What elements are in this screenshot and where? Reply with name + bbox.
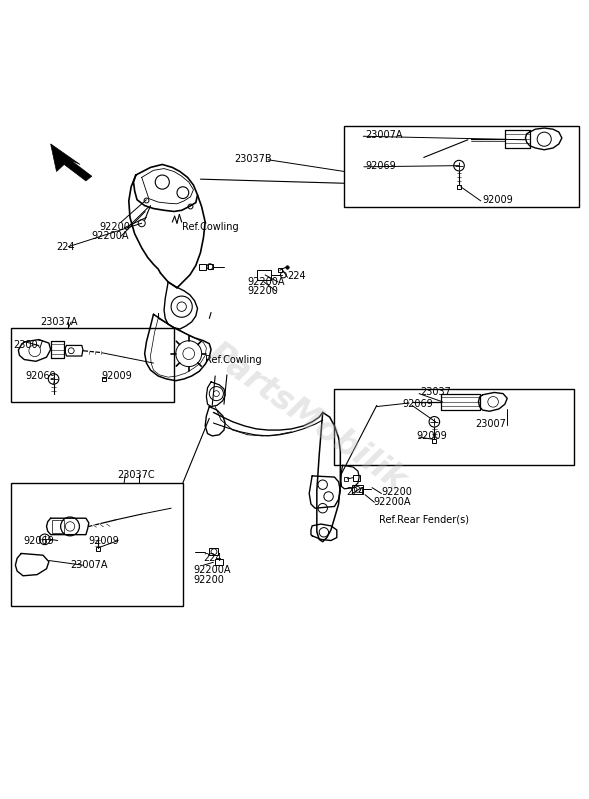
Text: 92009: 92009 [89,535,120,546]
Text: 23037: 23037 [420,388,451,397]
Text: Ref.Cowling: Ref.Cowling [205,355,262,364]
Text: PartsMobilik: PartsMobilik [201,336,412,498]
Bar [353,475,360,480]
Text: 92069: 92069 [365,161,396,171]
Text: Ref.Rear Fender(s): Ref.Rear Fender(s) [379,515,468,525]
Text: 92009: 92009 [417,431,448,441]
Bar [207,264,213,269]
Text: 92009: 92009 [102,371,133,381]
Polygon shape [51,144,92,181]
Text: 23037B: 23037B [234,153,272,164]
Bar [215,559,223,565]
Text: 224: 224 [203,553,222,563]
Bar [257,270,271,280]
Text: 92069: 92069 [403,400,434,409]
Text: 92200: 92200 [193,575,224,586]
Text: 92200A: 92200A [247,277,285,287]
Text: 23007A: 23007A [70,560,108,570]
Bar [11,483,183,606]
Text: 23007A: 23007A [365,130,402,140]
Text: 92200A: 92200A [92,231,129,241]
Text: 23037A: 23037A [41,317,78,327]
Text: 92200A: 92200A [374,497,411,507]
Bar [209,548,218,555]
Text: 92200: 92200 [382,487,412,497]
Bar [335,389,574,465]
Text: 92069: 92069 [25,371,56,381]
Text: 23007: 23007 [14,340,45,351]
Text: 92009: 92009 [482,195,513,205]
Text: Ref.Cowling: Ref.Cowling [181,222,239,233]
Bar [345,126,580,207]
Text: 224: 224 [346,487,365,497]
Text: 23007: 23007 [475,419,507,429]
Text: 224: 224 [287,271,306,281]
Bar [11,328,174,403]
Bar [352,485,363,494]
Text: 92200: 92200 [247,286,279,296]
Text: 23037C: 23037C [117,470,155,479]
Text: 92200: 92200 [100,222,130,233]
Bar [52,520,64,533]
Bar [199,264,206,270]
Text: 92069: 92069 [23,535,54,546]
Text: 92200A: 92200A [193,565,231,575]
Text: 224: 224 [57,242,75,252]
